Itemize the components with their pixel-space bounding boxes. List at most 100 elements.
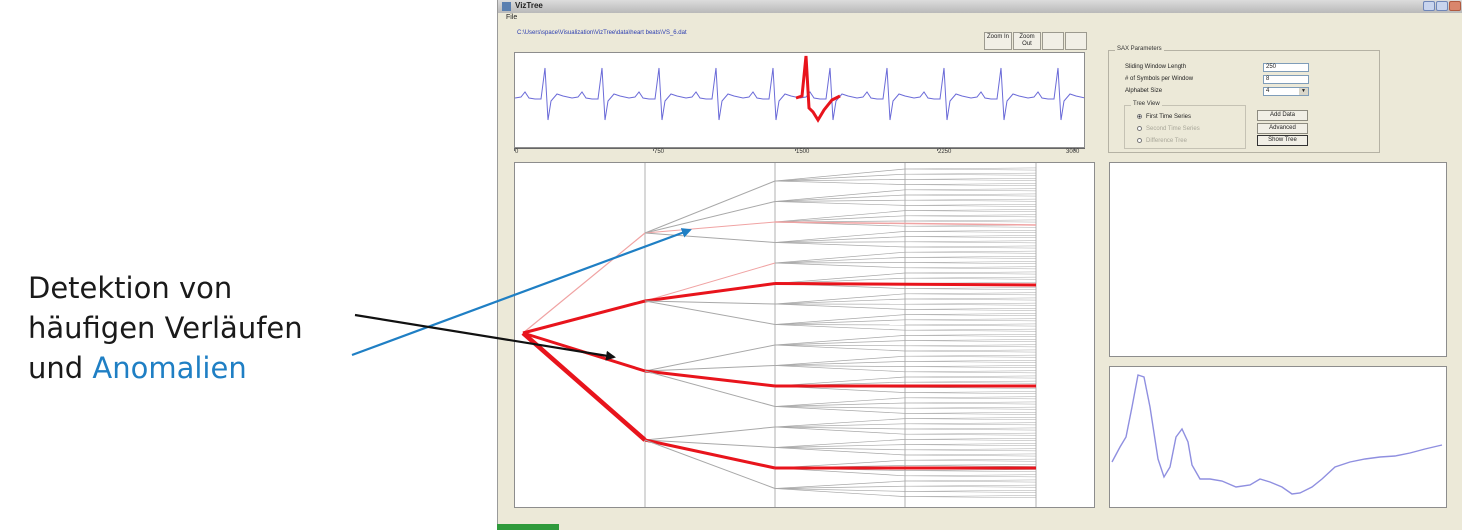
tree-branch (904, 433, 1037, 436)
tree-branch (904, 214, 1037, 217)
add-data-button[interactable]: Add Data (1257, 110, 1308, 121)
tree-branch (774, 221, 1037, 226)
tree-branch (904, 412, 1037, 414)
tree-branch (904, 449, 1037, 452)
tree-branch (644, 370, 776, 407)
tree-branch (904, 302, 1037, 305)
symbols-input[interactable]: 8 (1263, 75, 1309, 84)
alphabet-value: 4 (1266, 88, 1270, 94)
zoom-in-button[interactable]: Zoom In (984, 32, 1012, 50)
tree-branch (774, 272, 906, 284)
tree-branch (904, 323, 1037, 326)
tree-branch (774, 444, 906, 448)
tree-branch (774, 210, 906, 223)
tree-branch (904, 474, 1037, 477)
advanced-label: Advanced (1269, 125, 1296, 131)
tree-branch (774, 199, 906, 202)
symbols-label: # of Symbols per Window (1125, 76, 1194, 82)
tree-branch (904, 219, 1037, 222)
alphabet-select[interactable]: 4 ▼ (1263, 87, 1309, 96)
tree-branch (774, 324, 906, 331)
tree-branch (644, 221, 776, 234)
advanced-button[interactable]: Advanced (1257, 123, 1308, 134)
tree-branch (904, 428, 1037, 431)
tree-branch (774, 426, 906, 430)
tree-branch (904, 340, 1037, 342)
tree-branch (644, 180, 776, 234)
tree-branch (774, 365, 906, 373)
tree-branch (904, 240, 1037, 243)
tree-branch (774, 344, 906, 347)
tree-branch (904, 354, 1037, 357)
maximize-button[interactable] (1436, 1, 1448, 11)
tree-branch (644, 344, 776, 372)
toolbar-button-4[interactable] (1065, 32, 1087, 50)
tree-branch (904, 401, 1037, 404)
tree-branch (904, 423, 1037, 426)
show-tree-button[interactable]: Show Tree (1257, 135, 1308, 146)
tree-branch (904, 329, 1037, 332)
tree-branch (644, 365, 776, 372)
tree-branch (904, 407, 1037, 410)
tree-branch (904, 297, 1037, 300)
tree-branch (904, 328, 1037, 331)
chevron-down-icon[interactable]: ▼ (1299, 88, 1308, 95)
tree-branch (904, 178, 1037, 180)
tree-branch (904, 361, 1037, 363)
subsequence-plot (1111, 374, 1443, 495)
tree-branch (774, 215, 906, 223)
radio-difference-tree[interactable]: Difference Tree (1137, 138, 1187, 144)
tree-branch (904, 241, 1037, 244)
tree-branch (904, 490, 1037, 492)
menu-file[interactable]: File (506, 14, 518, 21)
tree-branch (904, 438, 1037, 440)
suffix-tree-panel[interactable] (514, 162, 1095, 508)
toolbar-button-3[interactable] (1042, 32, 1064, 50)
tree-branch (904, 167, 1037, 170)
tree-branch (904, 288, 1037, 290)
tree-branch (904, 453, 1037, 456)
tree-branch (904, 480, 1037, 483)
add-data-label: Add Data (1269, 112, 1296, 118)
tree-branch (774, 231, 906, 243)
tree-branch (904, 479, 1037, 482)
sliding-window-input[interactable]: 250 (1263, 63, 1309, 72)
zoom-out-button[interactable]: Zoom Out (1013, 32, 1041, 50)
tree-branch (904, 485, 1037, 488)
minimize-button[interactable] (1423, 1, 1435, 11)
tree-branch (904, 292, 1037, 295)
tree-branch (644, 262, 776, 302)
tree-branch (904, 470, 1037, 472)
tree-branch (904, 209, 1037, 211)
tree-branch (904, 184, 1037, 186)
tree-branch (904, 366, 1037, 368)
tree-branch (774, 397, 906, 407)
tree-branch (774, 242, 906, 248)
tree-branch (904, 448, 1037, 451)
radio-label: Difference Tree (1146, 138, 1187, 144)
tree-branch (904, 380, 1037, 383)
tree-branch (904, 491, 1037, 493)
zoom-in-label: Zoom In (986, 34, 1009, 40)
radio-second-time-series[interactable]: Second Time Series (1137, 126, 1200, 132)
tree-branch (774, 423, 906, 428)
tree-branch (904, 345, 1037, 348)
selected-subsequence-panel[interactable] (1109, 366, 1447, 508)
close-button[interactable] (1449, 1, 1461, 11)
tree-branches (521, 167, 1037, 498)
tree-branch (904, 392, 1037, 394)
tree-branch (774, 344, 906, 352)
radio-first-time-series[interactable]: First Time Series (1137, 114, 1191, 120)
tree-branch (904, 231, 1037, 233)
tree-branch (644, 439, 776, 489)
tree-branch (774, 406, 906, 409)
subsequence-detail-panel[interactable] (1109, 162, 1447, 357)
tree-branch (904, 198, 1037, 201)
tree-branch (904, 406, 1037, 409)
time-series-panel[interactable] (514, 52, 1086, 148)
tree-branch (904, 277, 1037, 280)
tree-branch (904, 225, 1037, 228)
sax-parameters-group: SAX Parameters Sliding Window Length 250… (1108, 46, 1380, 153)
tree-branch (904, 230, 1037, 232)
subsequence-line (1111, 374, 1443, 495)
